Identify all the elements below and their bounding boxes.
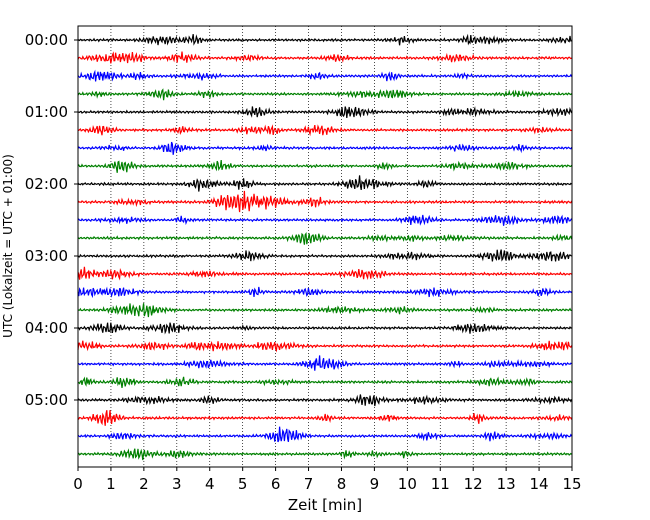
- x-tick-label: 14: [530, 475, 549, 493]
- x-tick-label: 8: [337, 475, 347, 493]
- trace-line: [77, 141, 573, 155]
- x-tick-label: 7: [304, 475, 314, 493]
- seismic-traces: [77, 33, 573, 461]
- trace-line: [77, 124, 572, 137]
- trace-line: [77, 426, 573, 443]
- x-tick-label: 3: [172, 475, 182, 493]
- trace-line: [77, 266, 572, 281]
- x-tick-label: 11: [431, 475, 450, 493]
- x-tick-label: 12: [464, 475, 483, 493]
- x-tick-label: 10: [398, 475, 417, 493]
- trace-line: [77, 286, 573, 299]
- y-tick-label: 00:00: [25, 31, 68, 49]
- trace-line: [77, 303, 572, 318]
- y-tick-label: 03:00: [25, 247, 68, 265]
- y-axis-label: UTC (Lokalzeit = UTC + 01:00): [1, 154, 15, 338]
- trace-line: [77, 88, 573, 101]
- x-tick-label: 15: [562, 475, 581, 493]
- x-axis-ticks: 0 1 2 3 4 5 6 7 8 9 10 11 12 13 14 15: [73, 467, 582, 493]
- x-tick-label: 2: [139, 475, 149, 493]
- trace-line: [77, 410, 573, 426]
- trace-line: [77, 355, 572, 371]
- x-tick-label: 9: [370, 475, 380, 493]
- trace-line: [77, 214, 573, 226]
- y-tick-label: 05:00: [25, 391, 68, 409]
- trace-line: [77, 69, 573, 82]
- trace-line: [77, 249, 572, 262]
- plot-frame: [77, 25, 573, 468]
- trace-line: [77, 394, 573, 407]
- x-tick-label: 1: [106, 475, 116, 493]
- x-axis-label: Zeit [min]: [288, 496, 362, 514]
- y-tick-label: 04:00: [25, 319, 68, 337]
- x-tick-label: 0: [73, 475, 83, 493]
- trace-line: [77, 160, 573, 173]
- trace-line: [77, 376, 573, 388]
- y-axis-ticks: 00:00 01:00 02:00 03:00 04:00 05:00: [25, 31, 78, 409]
- y-tick-label: 02:00: [25, 175, 68, 193]
- x-tick-label: 5: [238, 475, 248, 493]
- trace-line: [77, 51, 572, 64]
- y-tick-label: 01:00: [25, 103, 68, 121]
- trace-line: [77, 175, 572, 192]
- x-tick-label: 13: [497, 475, 516, 493]
- trace-line: [77, 448, 573, 461]
- x-tick-label: 4: [205, 475, 215, 493]
- trace-line: [77, 190, 573, 213]
- x-tick-label: 6: [271, 475, 281, 493]
- trace-line: [77, 322, 572, 335]
- trace-line: [77, 106, 573, 119]
- trace-line: [77, 33, 572, 46]
- trace-line: [77, 232, 573, 245]
- trace-line: [77, 340, 573, 353]
